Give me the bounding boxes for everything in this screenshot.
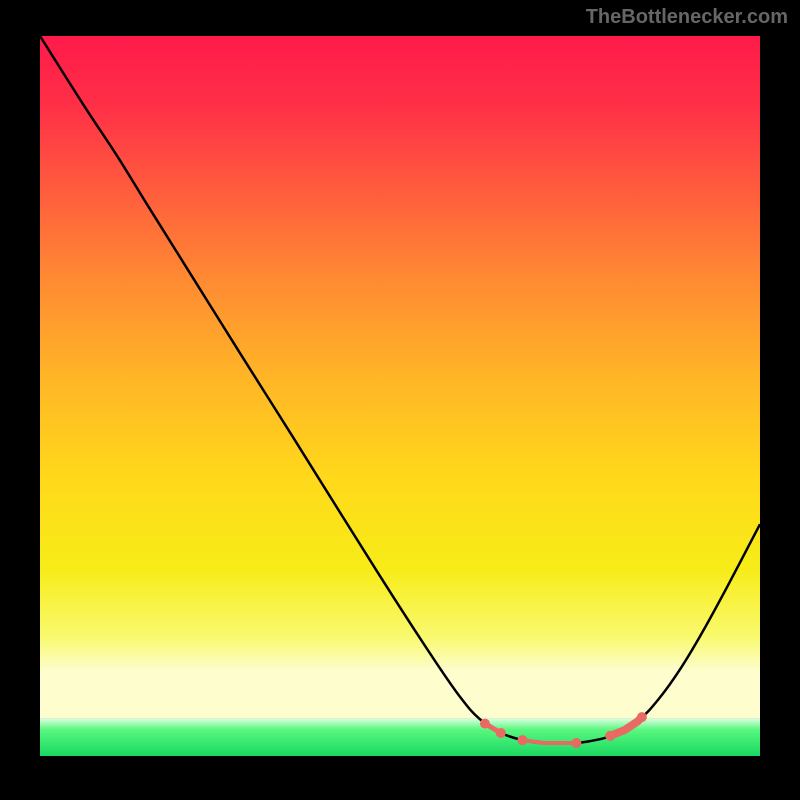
bottleneck-curve	[40, 36, 760, 744]
curve-layer	[40, 36, 760, 756]
plot-area	[40, 36, 760, 756]
watermark: TheBottlenecker.com	[586, 6, 788, 29]
sweet-spot-markers	[480, 712, 647, 748]
